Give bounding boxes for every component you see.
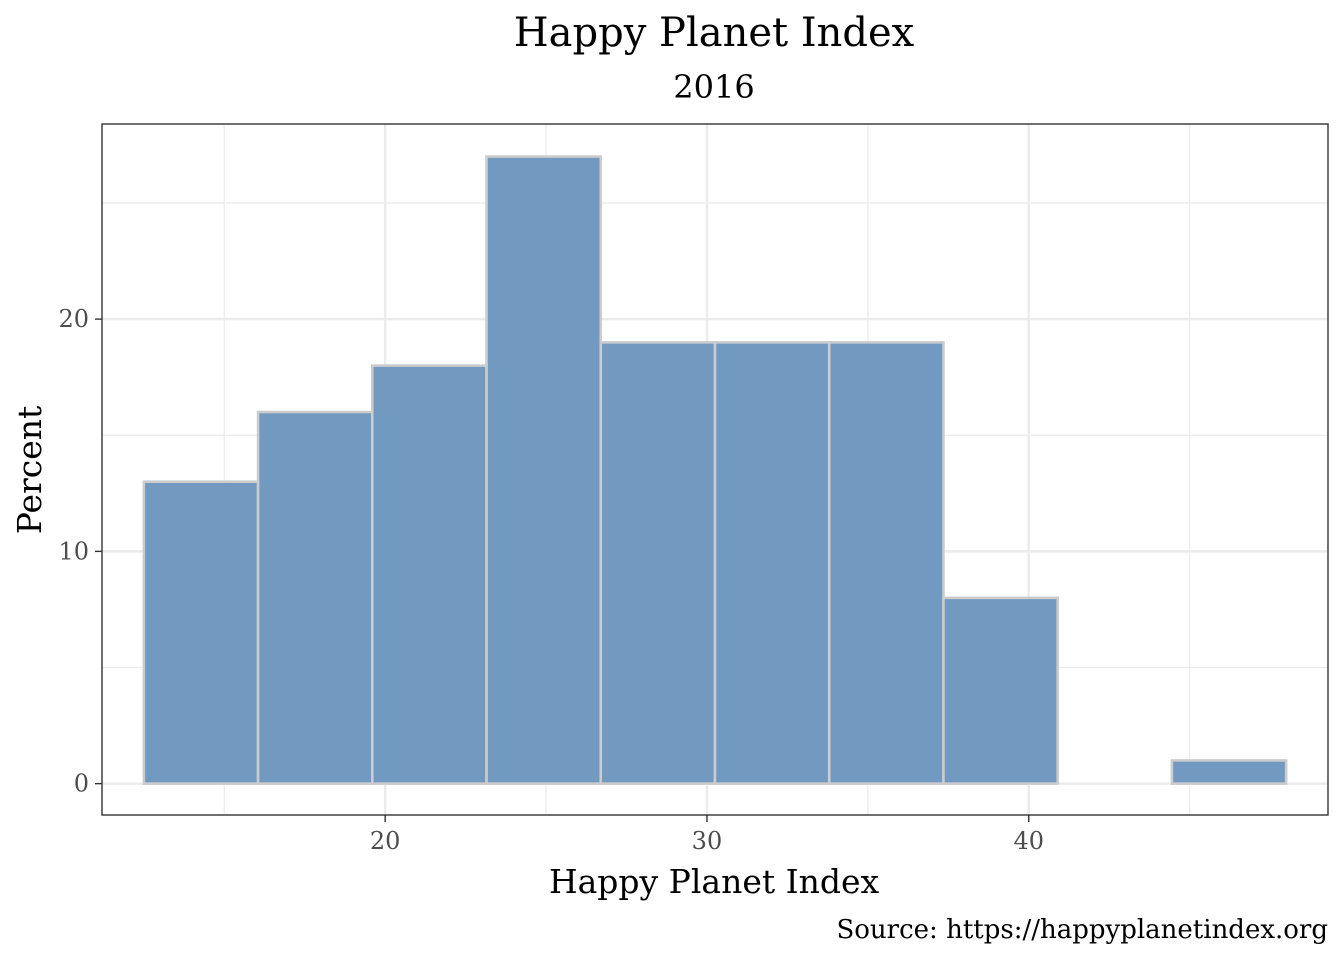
x-tick-label: 40: [1013, 827, 1044, 855]
histogram-bar: [485, 155, 603, 785]
histogram-bar: [370, 364, 488, 785]
histogram-bar: [827, 341, 945, 785]
x-tick-label: 20: [370, 827, 401, 855]
histogram-bar: [1170, 759, 1288, 785]
histogram-bar: [256, 410, 374, 785]
x-tick-label: 30: [692, 827, 723, 855]
y-axis-title: Percent: [10, 406, 49, 535]
plot-area: 0 10 20 20 30 40: [58, 123, 1329, 855]
y-tick-label: 0: [74, 770, 89, 798]
x-axis-title: Happy Planet Index: [549, 862, 880, 901]
y-tick-label: 10: [58, 537, 89, 565]
chart-subtitle: 2016: [673, 68, 754, 106]
histogram-bar: [713, 341, 831, 785]
histogram-bar: [142, 480, 260, 785]
panel-border: [101, 123, 1329, 816]
histogram-bar: [599, 341, 717, 785]
chart-title: Happy Planet Index: [514, 10, 915, 56]
source-caption: Source: https://happyplanetindex.org: [836, 915, 1328, 945]
y-tick-label: 20: [58, 305, 89, 333]
histogram-bar: [942, 596, 1060, 785]
